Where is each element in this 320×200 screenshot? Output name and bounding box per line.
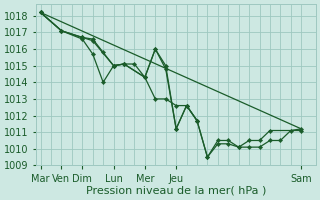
X-axis label: Pression niveau de la mer( hPa ): Pression niveau de la mer( hPa ) xyxy=(86,186,266,196)
